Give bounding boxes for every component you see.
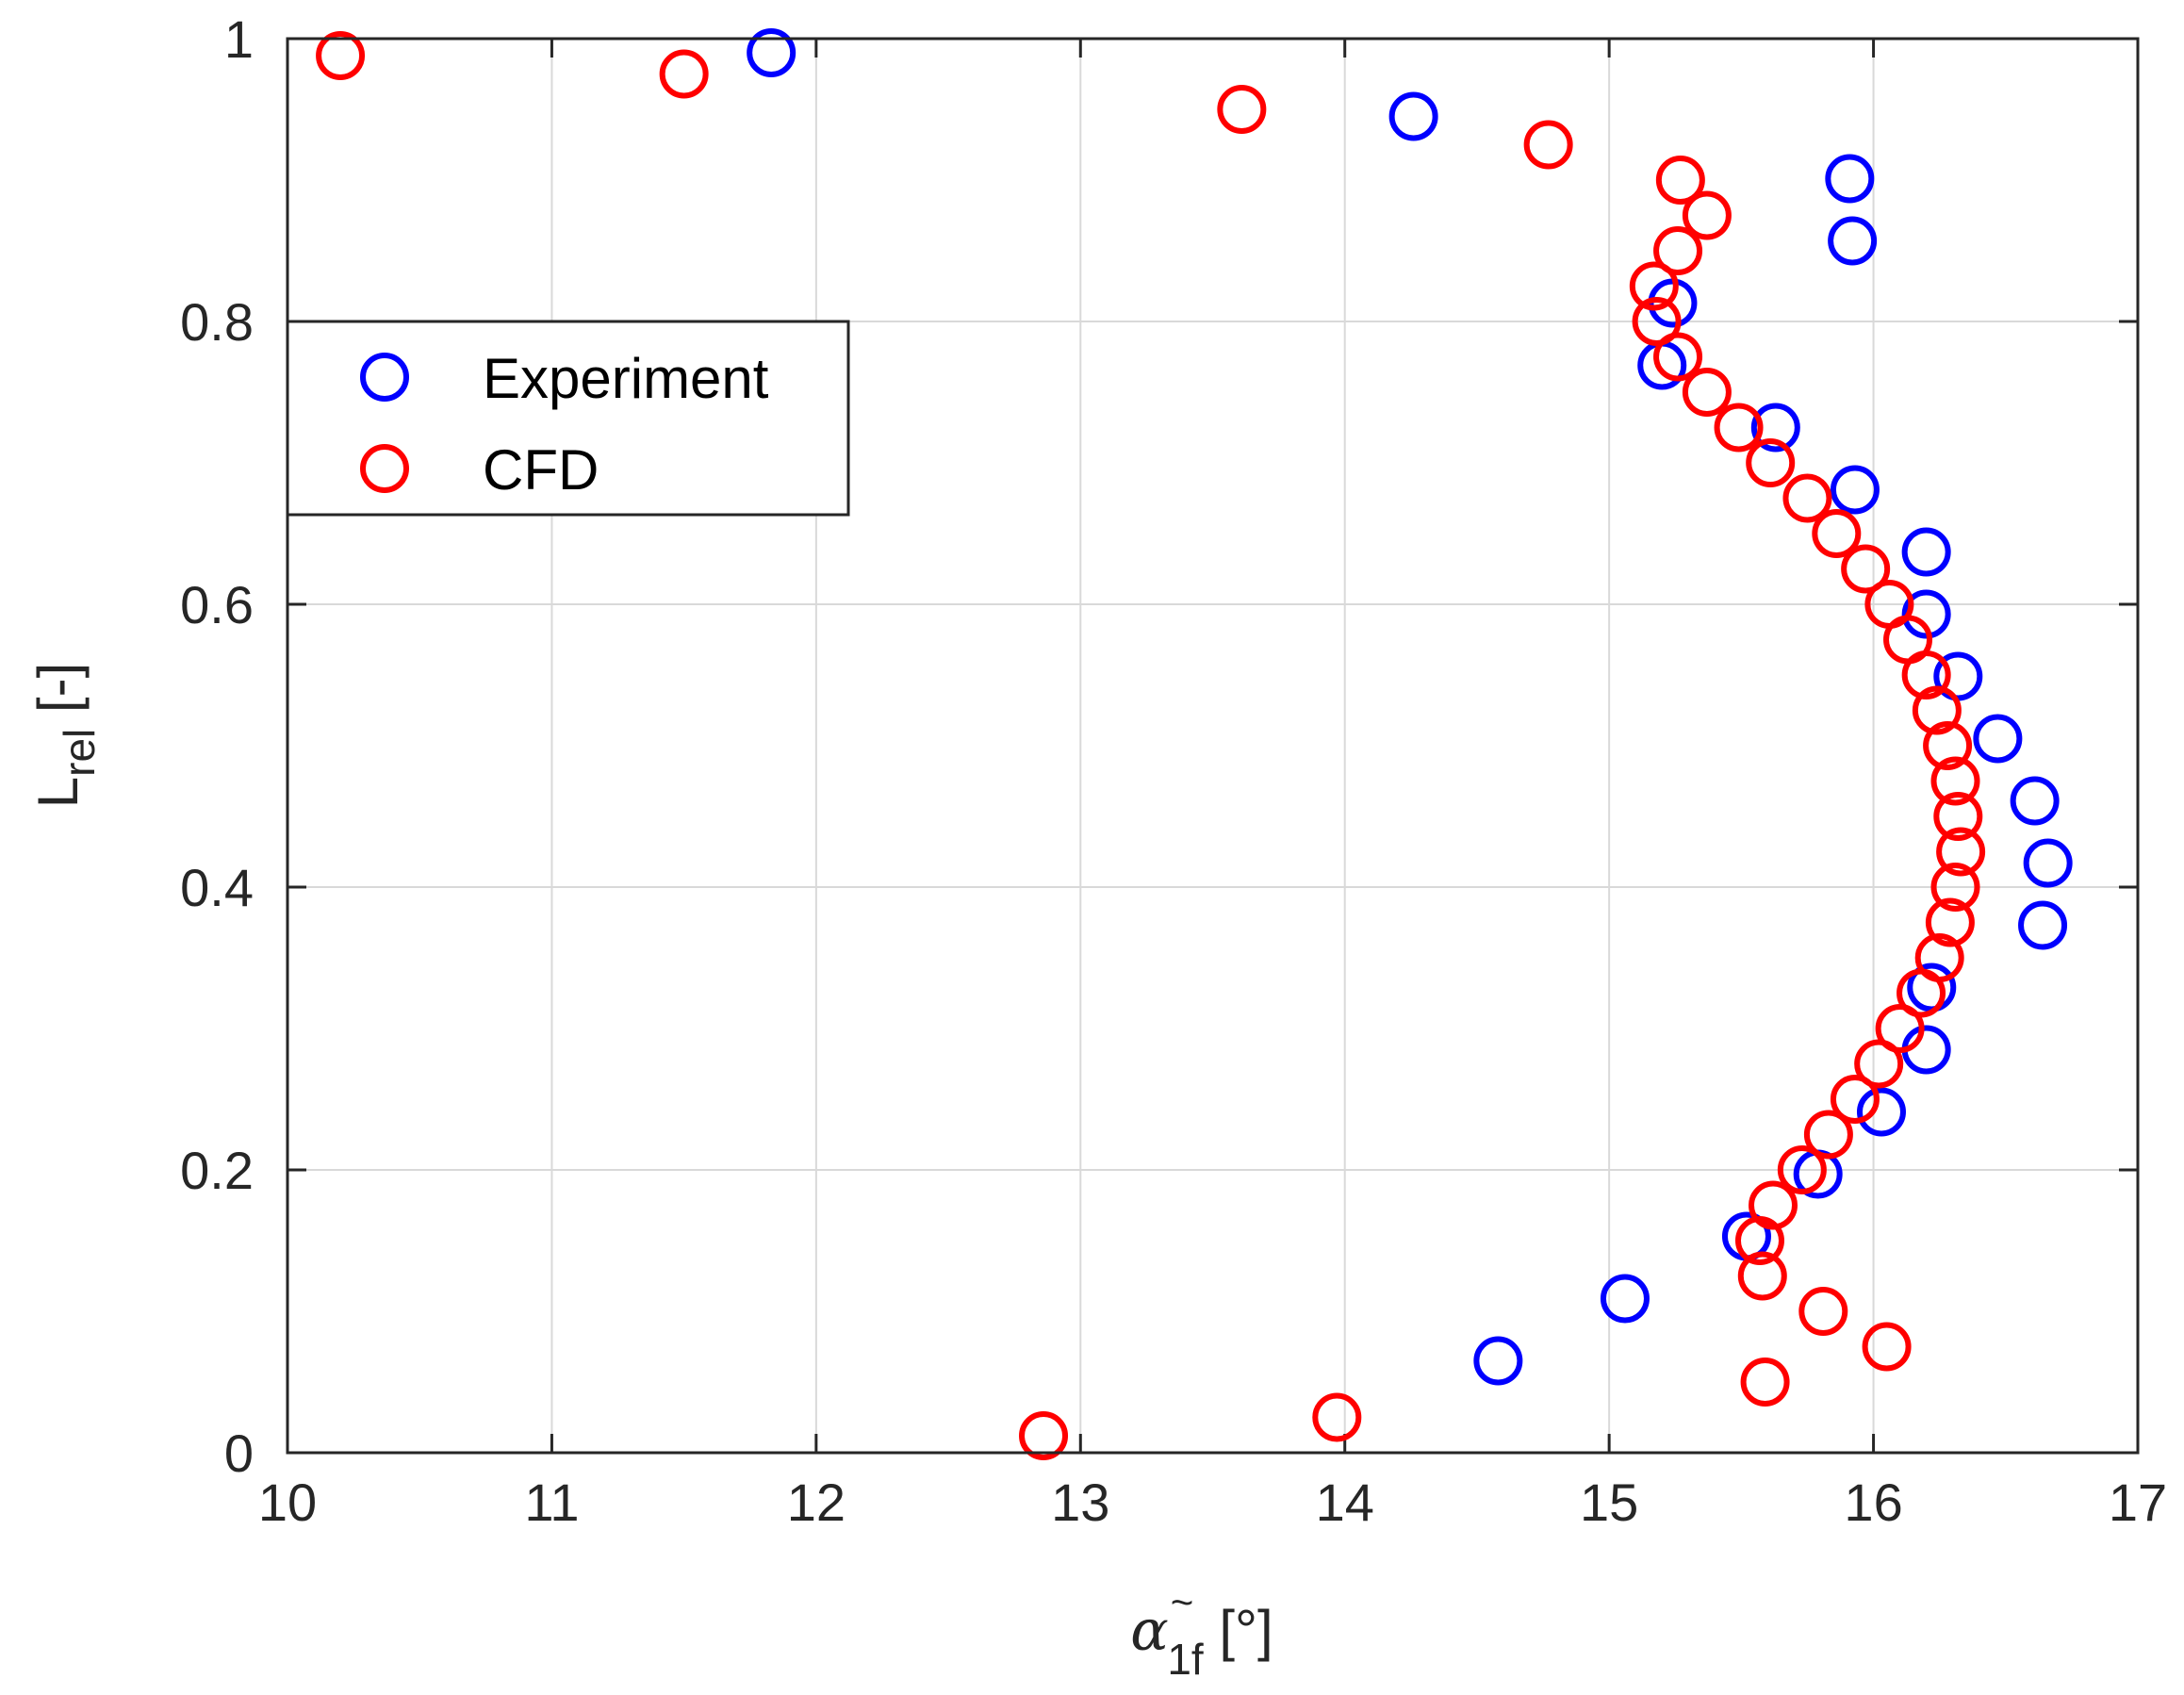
series-experiment (747, 28, 2073, 1386)
experiment-point (1750, 403, 1800, 453)
y-tick-label: 0.2 (180, 1141, 254, 1200)
experiment-point (1901, 589, 1951, 639)
y-tick-label: 0.4 (180, 858, 254, 917)
plot-frame (286, 37, 2140, 1455)
grid-lines (287, 38, 2139, 1454)
cfd-point (1897, 968, 1946, 1018)
cfd-point (1901, 650, 1951, 699)
cfd-point (1930, 756, 1980, 806)
y-axis-subscript: rel (55, 729, 104, 777)
cfd-point (1629, 261, 1679, 311)
cfd-point (1632, 297, 1682, 346)
x-tick-label: 17 (2109, 1473, 2167, 1532)
experiment-point (1473, 1336, 1523, 1386)
cfd-point (1746, 438, 1796, 487)
cfd-point (1740, 1358, 1790, 1407)
cfd-point (1912, 685, 1962, 735)
legend-marker-cfd (360, 444, 409, 493)
series-cfd (316, 31, 1986, 1460)
experiment-point (2018, 900, 2068, 950)
x-axis-unit: [°] (1204, 1599, 1273, 1662)
experiment-point (1600, 1274, 1650, 1324)
x-tick-label: 10 (258, 1473, 317, 1532)
y-axis-title: Lrel [-] (26, 663, 104, 809)
x-tick-label: 13 (1051, 1473, 1109, 1532)
y-axis-unit: [-] (26, 663, 90, 729)
cfd-point (1312, 1392, 1362, 1442)
experiment-point (747, 28, 796, 77)
x-tick-label: 14 (1316, 1473, 1374, 1532)
x-axis-subscript: 1f (1167, 1635, 1204, 1684)
cfd-point (1803, 1110, 1853, 1160)
x-tick-labels: 10 11 12 13 14 15 16 17 (258, 1473, 2167, 1532)
x-tick-label: 12 (787, 1473, 846, 1532)
y-tick-label: 1 (224, 9, 254, 69)
cfd-point (659, 49, 709, 99)
legend: Experiment CFD (286, 320, 850, 517)
y-tick-labels: 0 0.2 0.4 0.6 0.8 1 (180, 9, 254, 1483)
x-tick-label: 15 (1580, 1473, 1638, 1532)
cfd-point (1925, 897, 1975, 947)
cfd-point (1523, 120, 1573, 170)
cfd-point (1777, 1145, 1827, 1194)
legend-marker-experiment (360, 353, 409, 402)
experiment-point (1856, 1087, 1906, 1137)
cfd-point (1737, 1251, 1787, 1301)
y-axis-main: L (26, 777, 90, 808)
cfd-point (1875, 1004, 1925, 1053)
cfd-point (1734, 1216, 1784, 1265)
experiment-point (1828, 216, 1878, 266)
axis-ticks (286, 37, 2140, 1455)
experiment-point (2010, 776, 2060, 826)
cfd-point (1936, 827, 1986, 877)
cfd-point (1798, 1287, 1848, 1336)
experiment-point (1825, 154, 1875, 204)
cfd-point (316, 31, 366, 80)
experiment-point (1388, 91, 1438, 141)
cfd-point (1933, 792, 1983, 841)
cfd-point (1682, 368, 1732, 417)
cfd-point (1830, 1075, 1880, 1124)
experiment-point (2023, 838, 2073, 888)
cfd-point (1682, 190, 1732, 240)
cfd-point (1923, 721, 1973, 770)
x-tick-label: 16 (1844, 1473, 1902, 1532)
cfd-point (1862, 1322, 1912, 1372)
data-points (316, 28, 2073, 1460)
cfd-point (1655, 156, 1705, 205)
cfd-point (1653, 226, 1703, 275)
experiment-point (1901, 527, 1951, 577)
x-axis-tilde: ~ (1171, 1580, 1194, 1624)
cfd-point (1782, 473, 1832, 523)
experiment-point (1973, 714, 2023, 764)
cfd-point (1930, 863, 1980, 912)
cfd-point (1714, 403, 1764, 453)
cfd-point (1217, 85, 1267, 134)
cfd-point (1854, 1039, 1904, 1089)
cfd-point (1653, 332, 1703, 382)
y-tick-label: 0.6 (180, 575, 254, 634)
cfd-point (1812, 509, 1862, 558)
x-tick-label: 11 (524, 1473, 579, 1532)
y-tick-label: 0.8 (180, 292, 254, 352)
y-tick-label: 0 (224, 1423, 254, 1483)
experiment-point (1830, 465, 1880, 515)
legend-label-cfd: CFD (483, 438, 599, 502)
cfd-point (1841, 544, 1891, 594)
x-axis-title: α~ 1f [°] (1130, 1580, 1273, 1684)
cfd-point (1019, 1411, 1069, 1460)
legend-label-experiment: Experiment (483, 347, 769, 410)
x-axis-symbol: α (1130, 1598, 1169, 1664)
